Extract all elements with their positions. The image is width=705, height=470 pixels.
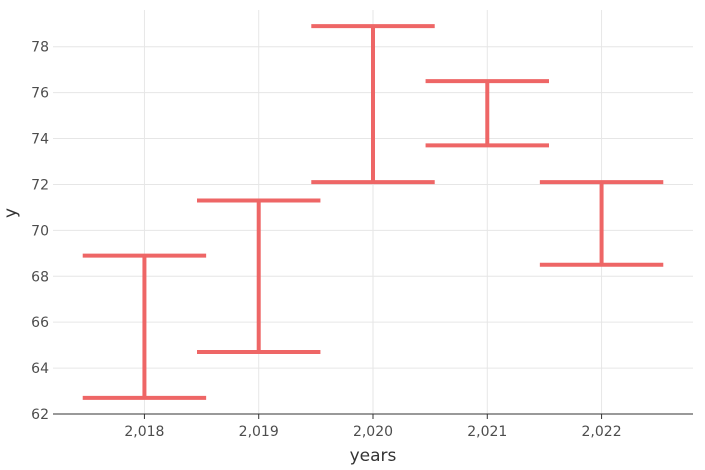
y-tick-label: 68 (31, 269, 49, 285)
y-axis-title: y (1, 208, 21, 218)
x-tick-label: 2,020 (353, 424, 393, 440)
error-bar (539, 180, 664, 267)
x-tick-label: 2,022 (582, 424, 622, 440)
y-tick-labels: 62 64 66 68 70 72 74 76 78 (31, 40, 49, 423)
error-bar (425, 79, 549, 148)
y-tick-label: 62 (31, 407, 49, 423)
x-tick-label: 2,021 (467, 424, 507, 440)
y-tick-label: 74 (31, 132, 49, 148)
y-tick-label: 66 (31, 315, 49, 331)
y-tick-label: 64 (31, 361, 49, 377)
error-bars (82, 24, 664, 400)
error-bar (197, 198, 321, 355)
y-tick-label: 78 (31, 40, 49, 56)
x-tick-labels: 2,018 2,019 2,020 2,021 2,022 (124, 424, 621, 440)
error-bar (82, 253, 207, 400)
x-axis-title: years (350, 446, 397, 466)
x-tick-label: 2,019 (239, 424, 279, 440)
x-tick-label: 2,018 (124, 424, 164, 440)
y-tick-label: 70 (31, 223, 49, 239)
error-bar (311, 24, 435, 185)
axes (53, 413, 693, 419)
y-tick-label: 72 (31, 177, 49, 193)
y-tick-label: 76 (31, 86, 49, 102)
